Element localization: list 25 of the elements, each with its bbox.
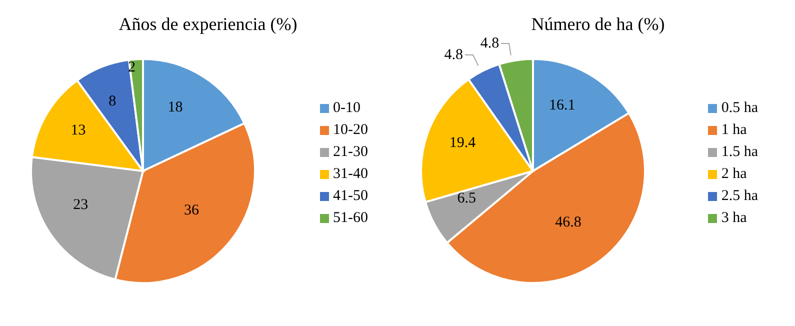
legend-label: 2.5 ha <box>721 188 758 204</box>
legend-label: 2 ha <box>721 166 747 182</box>
chart-title: Número de ha (%) <box>530 14 666 35</box>
data-label: 13 <box>70 122 86 139</box>
legend-label: 51-60 <box>333 210 368 226</box>
legend-label: 10-20 <box>333 122 368 138</box>
data-label: 19.4 <box>449 134 476 151</box>
legend-label: 1 ha <box>721 122 747 138</box>
data-label: 46.8 <box>555 214 582 231</box>
legend-label: 41-50 <box>333 188 368 204</box>
data-label: 18 <box>168 99 183 116</box>
legend-label: 1.5 ha <box>721 144 758 160</box>
data-label: 36 <box>184 202 200 218</box>
data-label: 6.5 <box>457 190 476 207</box>
legend-label: 21-30 <box>333 144 368 160</box>
data-label: 4.8 <box>444 46 463 63</box>
chart-title: Años de experiencia (%) <box>118 14 298 35</box>
data-label: 23 <box>73 197 88 214</box>
legend-label: 0-10 <box>333 100 360 116</box>
data-label: 4.8 <box>480 35 500 52</box>
legend-label: 3 ha <box>721 210 747 226</box>
legend-label: 31-40 <box>333 166 368 182</box>
legend-label: 0.5 ha <box>721 100 758 116</box>
data-label: 8 <box>108 93 116 110</box>
data-label: 16.1 <box>549 98 576 114</box>
